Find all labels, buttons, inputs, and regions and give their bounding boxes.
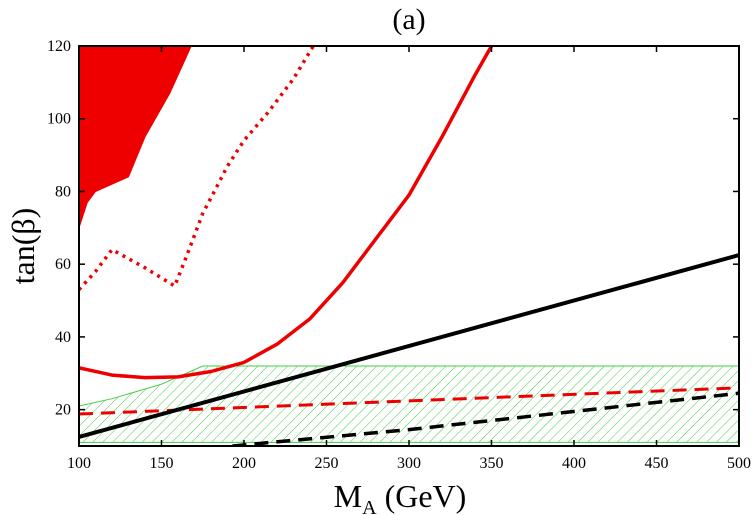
- series-layer: [79, 46, 739, 446]
- series-line-1: [79, 46, 315, 291]
- x-tick-label: 300: [397, 455, 421, 472]
- y-tick-label: 60: [55, 256, 71, 273]
- x-tick-label: 350: [480, 455, 504, 472]
- y-tick-label: 100: [47, 111, 71, 128]
- x-axis-title: MA (GeV): [334, 478, 467, 515]
- series-line-4: [232, 391, 739, 446]
- y-axis-title: tan(β): [5, 208, 41, 285]
- x-axis-title-unit: (GeV): [377, 478, 467, 514]
- x-tick-label: 200: [232, 455, 256, 472]
- series-line-0: [79, 46, 494, 380]
- series-line-2: [79, 386, 739, 416]
- x-axis-title-main: M: [334, 478, 362, 514]
- excluded-region-0: [79, 46, 192, 228]
- y-tick-label: 80: [55, 183, 71, 200]
- x-tick-label: 450: [645, 455, 669, 472]
- regions-layer: [79, 46, 739, 443]
- x-tick-label: 250: [315, 455, 339, 472]
- y-tick-label: 40: [55, 329, 71, 346]
- x-tick-label: 500: [727, 455, 751, 472]
- series-line-3: [79, 253, 739, 439]
- y-tick-label: 120: [47, 38, 71, 55]
- x-axis-title-sub: A: [362, 497, 377, 515]
- x-tick-label: 100: [67, 455, 91, 472]
- x-tick-label: 150: [150, 455, 174, 472]
- x-tick-label: 400: [562, 455, 586, 472]
- y-tick-label: 20: [55, 402, 71, 419]
- ticks-layer: 100 150 200 250 300 350 400 450 500 20 40 60 80 100 12…: [47, 38, 751, 472]
- chart-title: (a): [392, 3, 425, 36]
- hatched-region-1: [79, 365, 739, 443]
